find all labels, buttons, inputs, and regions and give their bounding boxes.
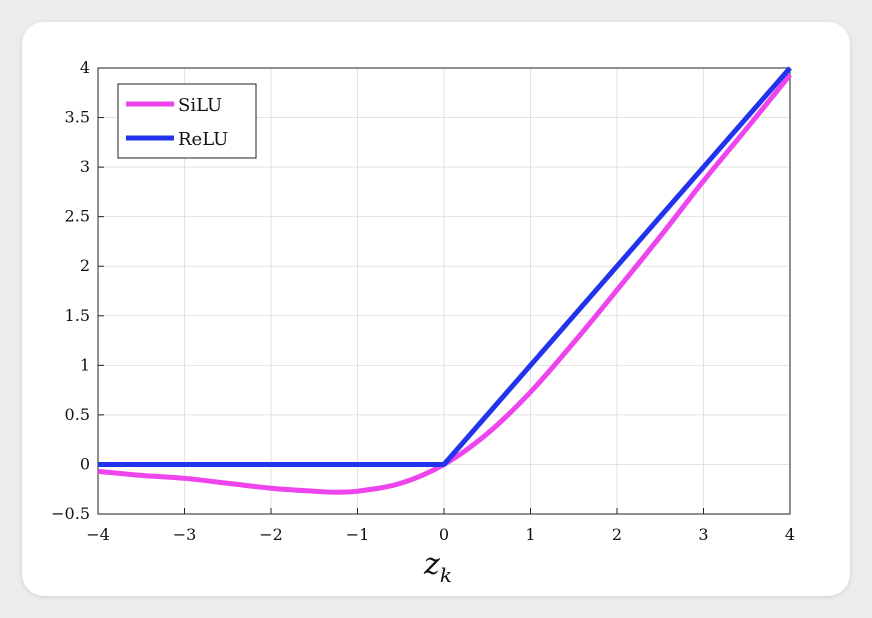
legend: SiLU ReLU: [117, 83, 257, 159]
legend-box: [117, 83, 257, 159]
x-tick-label: −4: [86, 525, 110, 544]
x-axis-label: zk: [423, 547, 452, 587]
y-tick-label: 0.5: [65, 405, 90, 424]
y-tick-label: 2.5: [65, 207, 90, 226]
x-axis-label-main: z: [423, 547, 440, 582]
x-tick-label: 3: [698, 525, 708, 544]
y-tick-label: 3.5: [65, 108, 90, 127]
x-tick-label: −2: [259, 525, 283, 544]
y-tick-label: 2: [80, 256, 90, 275]
series-group: [97, 66, 792, 495]
y-tick-labels: −0.5 0 0.5 1 1.5 2 2.5 3 3.5 4: [51, 58, 90, 523]
series-line-relu: [98, 66, 792, 467]
legend-label: SiLU: [178, 95, 222, 116]
x-tick-label: 0: [439, 525, 449, 544]
y-tick-label: 3: [80, 157, 90, 176]
series-line-silu: [97, 73, 792, 495]
y-tick-label: 0: [80, 454, 90, 473]
x-tick-labels: −4 −3 −2 −1 0 1 2 3 4: [86, 525, 795, 544]
x-tick-label: 4: [785, 525, 795, 544]
x-tick-label: 2: [612, 525, 622, 544]
y-tick-label: 1.5: [65, 306, 90, 325]
x-tick-label: 1: [525, 525, 535, 544]
y-tick-label: −0.5: [51, 504, 90, 523]
x-axis-label-subscript: k: [440, 563, 452, 587]
legend-label: ReLU: [178, 129, 228, 150]
x-tick-label: −1: [346, 525, 370, 544]
y-tick-label: 4: [80, 58, 90, 77]
plot-frame: [97, 67, 791, 515]
x-tick-label: −3: [173, 525, 197, 544]
y-tick-label: 1: [80, 355, 90, 374]
